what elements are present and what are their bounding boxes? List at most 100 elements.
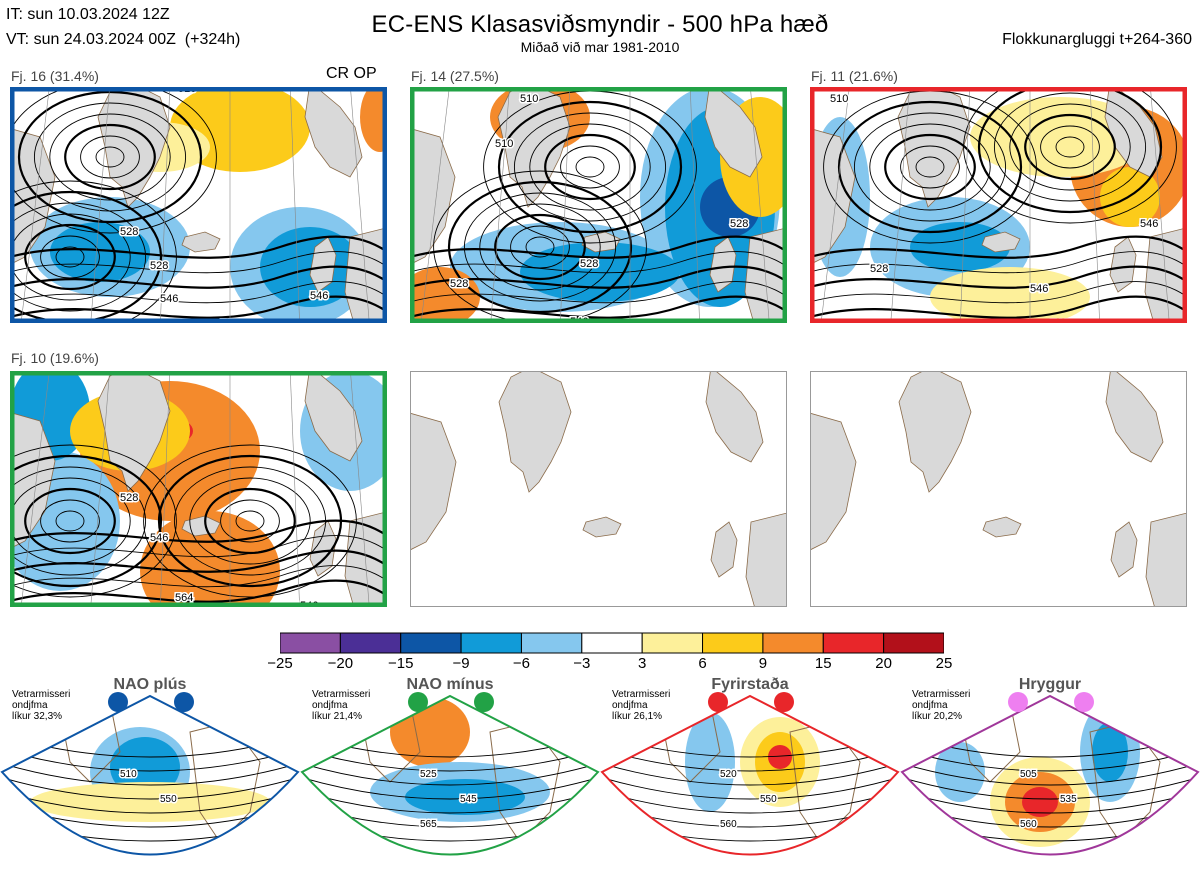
colorbar-tick-label: 20 (875, 655, 892, 672)
contour-line (560, 145, 620, 189)
meridian-line (420, 87, 450, 323)
contour-line (10, 579, 387, 603)
colorbar-swatch (520, 632, 583, 654)
init-time: IT: sun 10.03.2024 12Z (6, 6, 170, 23)
regime-name: NAO mínus (406, 676, 494, 693)
cluster-extra-1: CR OP (326, 65, 377, 82)
regime-marker-dot (408, 692, 428, 712)
canada-land (811, 413, 857, 550)
contour-label: 510 (120, 769, 137, 780)
regime-fan: 525 545 565 (300, 694, 600, 856)
contour-line (410, 235, 787, 259)
contour-label: 550 (160, 794, 177, 805)
contour-line (463, 192, 617, 302)
contour-line (1055, 136, 1085, 158)
cluster-label-1: Fj. 16 (31.4%) (11, 68, 99, 84)
scandinavia-land (304, 371, 363, 462)
contour-line (143, 444, 357, 598)
contour-label: 505 (1020, 769, 1037, 780)
meridian-line (160, 87, 171, 323)
classification-window: Flokkunargluggi t+264-360 (1002, 31, 1192, 48)
regime-marker-dot (474, 692, 494, 712)
contour-label: 510 (830, 93, 848, 105)
contour-line (17, 90, 203, 224)
contour-label: 564 (175, 592, 193, 604)
height-contours (10, 444, 387, 603)
contour-label: 565 (420, 819, 437, 830)
contour-line (235, 510, 265, 532)
contour-line (24, 223, 116, 291)
height-contours (10, 87, 387, 323)
contour-line (810, 235, 1187, 259)
contour-line (10, 535, 387, 558)
colorbar (280, 632, 944, 654)
regime-fan: 505 535 560 (900, 694, 1200, 856)
regime-marker-dot (708, 692, 728, 712)
anomaly-area (110, 737, 180, 797)
coastline (810, 87, 1187, 323)
anomaly-area (405, 779, 525, 815)
contour-line (497, 100, 683, 234)
cluster-map-1: 510528528546546564 (10, 87, 387, 323)
cluster-map-4: 528 546 564 546 (10, 371, 387, 607)
contour-label: 535 (1060, 794, 1077, 805)
contour-line (10, 265, 387, 289)
europe-land (745, 512, 786, 606)
contour-line (55, 510, 85, 532)
contour-line (513, 112, 667, 222)
regime-likelihood: Vetrarmisseri ondjfma líkur 32,3% (12, 689, 71, 722)
scandinavia-land (704, 87, 763, 178)
contour-line (902, 787, 1198, 814)
iceland-land (982, 516, 1022, 538)
greenland-land (898, 372, 972, 493)
contour-line (55, 246, 85, 268)
contour-label: 528 (730, 218, 748, 230)
colorbar-tick-label: 25 (935, 655, 953, 672)
anomaly-area (30, 782, 270, 822)
iceland-land (181, 231, 221, 253)
contour-label: 546 (1140, 218, 1158, 230)
cluster-frame (10, 371, 387, 607)
meridian-line (1089, 87, 1100, 323)
contour-label: 528 (150, 260, 168, 272)
anomaly-area (1092, 722, 1128, 782)
anomaly-area (520, 242, 680, 302)
colorbar-swatch (702, 632, 764, 654)
contour-line (900, 145, 960, 189)
regime-frame (600, 694, 900, 856)
graticule (20, 371, 370, 607)
regime-marker-dot (1074, 692, 1094, 712)
contour-line (24, 487, 116, 555)
contour-line (10, 87, 217, 234)
colorbar-tick-label: −20 (327, 655, 354, 672)
regime-frame (900, 694, 1200, 856)
regime-likelihood: Vetrarmisseri ondjfma líkur 26,1% (612, 689, 671, 722)
contour-line (529, 123, 651, 211)
contour-line (10, 202, 147, 312)
meridian-line (160, 371, 171, 607)
contour-label: 520 (720, 769, 737, 780)
anomaly-area (260, 227, 360, 307)
regime-name: Fyrirstaða (711, 676, 789, 693)
colorbar-swatch (280, 632, 341, 654)
scandinavia-land (1105, 372, 1164, 463)
colorbar-swatch (883, 632, 944, 654)
valid-time: VT: sun 24.03.2024 00Z (+324h) (6, 31, 241, 48)
contour-label: 560 (720, 819, 737, 830)
contour-label: 510 (520, 93, 538, 105)
contour-line (977, 87, 1163, 214)
regime-marker-dot (108, 692, 128, 712)
contour-line (1009, 103, 1131, 191)
meridian-line (90, 371, 110, 607)
contour-label: 528 (870, 263, 888, 275)
colorbar-tick-label: −6 (512, 655, 530, 672)
colorbar-tick-label: −9 (452, 655, 470, 672)
regime-marker-dot (1008, 692, 1028, 712)
contour-line (10, 466, 147, 576)
cluster-map-2: 510 510 528 528 528 546 (410, 87, 787, 323)
colorbar-swatch (641, 632, 704, 654)
graticule (20, 87, 370, 323)
contour-label: 545 (460, 794, 477, 805)
contour-line (447, 180, 633, 314)
anomaly-area (910, 222, 1010, 272)
